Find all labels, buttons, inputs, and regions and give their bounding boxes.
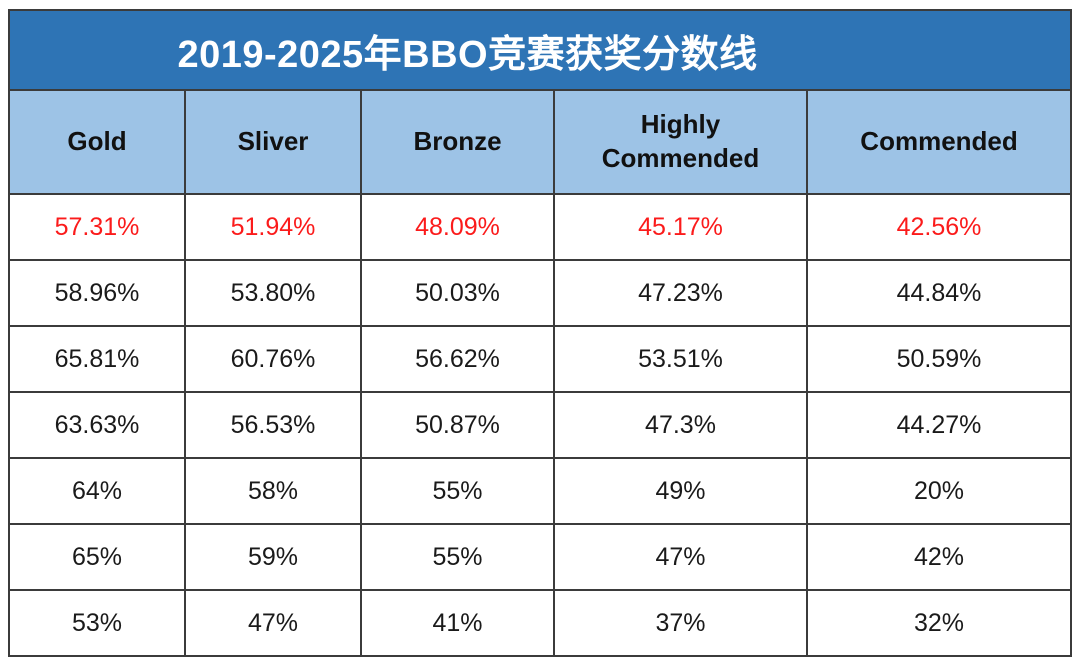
table-cell: 42.56% xyxy=(805,193,1073,261)
header-label: Commended xyxy=(860,126,1018,157)
table-row: 58.96% 53.80% 50.03% 47.23% 44.84% xyxy=(8,259,1073,327)
title-bar: 2019-2025年BBO竞赛获奖分数线 xyxy=(7,9,1073,91)
table-cell: 58% xyxy=(184,457,362,525)
table-cell: 56.53% xyxy=(184,391,362,459)
table-cell: 48.09% xyxy=(360,193,555,261)
table-cell: 53% xyxy=(8,589,186,657)
table-cell: 47% xyxy=(184,589,362,657)
table-cell: 58.96% xyxy=(8,259,186,327)
table-cell: 41% xyxy=(360,589,555,657)
table-cell: 37% xyxy=(553,589,808,657)
table-cell: 53.51% xyxy=(553,325,808,393)
table-row: 65.81% 60.76% 56.62% 53.51% 50.59% xyxy=(8,325,1073,393)
table-row: 64% 58% 55% 49% 20% xyxy=(8,457,1073,525)
table-row: 53% 47% 41% 37% 32% xyxy=(8,589,1073,657)
header-cell-bronze: Bronze xyxy=(360,89,555,195)
table-cell: 45.17% xyxy=(553,193,808,261)
table-cell: 50.03% xyxy=(360,259,555,327)
header-cell-gold: Gold xyxy=(8,89,186,195)
table-row-highlighted: 57.31% 51.94% 48.09% 45.17% 42.56% xyxy=(8,193,1073,261)
table-cell: 44.27% xyxy=(805,391,1073,459)
header-cell-commended: Commended xyxy=(805,89,1073,195)
scores-table: 2019-2025年BBO竞赛获奖分数线 Gold Sliver Bronze … xyxy=(7,9,1073,657)
table-cell: 47.23% xyxy=(553,259,808,327)
table-row: 63.63% 56.53% 50.87% 47.3% 44.27% xyxy=(8,391,1073,459)
table-cell: 51.94% xyxy=(184,193,362,261)
table-cell: 63.63% xyxy=(8,391,186,459)
header-cell-sliver: Sliver xyxy=(184,89,362,195)
table-cell: 47.3% xyxy=(553,391,808,459)
table-row: 65% 59% 55% 47% 42% xyxy=(8,523,1073,591)
table-cell: 49% xyxy=(553,457,808,525)
table-cell: 55% xyxy=(360,457,555,525)
table-cell: 47% xyxy=(553,523,808,591)
table-cell: 50.87% xyxy=(360,391,555,459)
page-title: 2019-2025年BBO竞赛获奖分数线 xyxy=(7,9,1073,91)
header-label: Sliver xyxy=(237,126,309,157)
table-cell: 65% xyxy=(8,523,186,591)
table-cell: 60.76% xyxy=(184,325,362,393)
header-cell-highly-commended: Highly Commended xyxy=(553,89,808,195)
table-cell: 20% xyxy=(805,457,1073,525)
table-cell: 44.84% xyxy=(805,259,1073,327)
header-label: Bronze xyxy=(413,126,502,157)
table-cell: 65.81% xyxy=(8,325,186,393)
header-label: Gold xyxy=(67,126,127,157)
table-cell: 50.59% xyxy=(805,325,1073,393)
table-cell: 56.62% xyxy=(360,325,555,393)
table-cell: 55% xyxy=(360,523,555,591)
header-label: Highly Commended xyxy=(601,109,760,173)
table-cell: 42% xyxy=(805,523,1073,591)
table-header-row: Gold Sliver Bronze Highly Commended Comm… xyxy=(8,89,1073,195)
table-cell: 57.31% xyxy=(8,193,186,261)
table-cell: 59% xyxy=(184,523,362,591)
table-cell: 32% xyxy=(805,589,1073,657)
table-cell: 64% xyxy=(8,457,186,525)
table-cell: 53.80% xyxy=(184,259,362,327)
